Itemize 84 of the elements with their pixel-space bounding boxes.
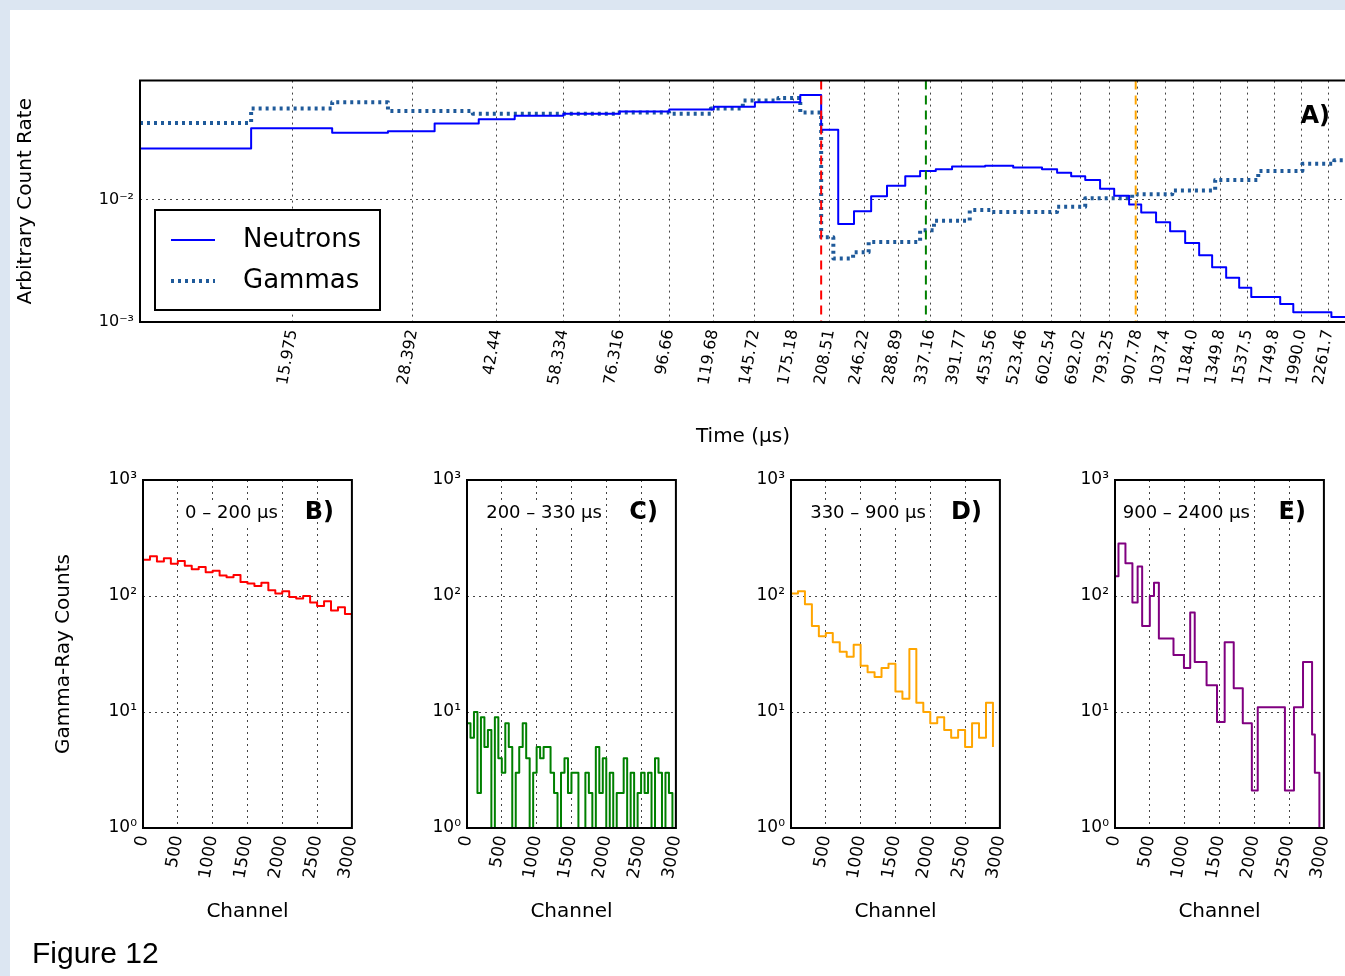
- x-axis-title: Channel: [854, 898, 937, 923]
- x-tick-label: 2000: [1235, 833, 1263, 880]
- caption: Figure 12: [32, 936, 159, 970]
- x-tick-label: 175.18: [773, 327, 802, 387]
- y-tick-label: 10³: [432, 468, 461, 489]
- x-tick-label: 246.22: [844, 327, 873, 387]
- x-tick-label: 500: [484, 833, 511, 870]
- x-axis-title: Channel: [530, 898, 613, 923]
- x-tick-label: 1000: [193, 833, 221, 880]
- x-tick-label: 337.16: [909, 327, 939, 387]
- annotation: C): [629, 497, 658, 526]
- x-tick-label: 1990.0: [1281, 327, 1310, 387]
- x-tick-label: 1349.8: [1200, 327, 1229, 387]
- x-tick-label: 96.66: [650, 327, 678, 377]
- annotation: 0 – 200 μs: [185, 500, 278, 522]
- x-tick-label: 2500: [622, 833, 650, 880]
- x-tick-label: 391.77: [941, 327, 970, 387]
- x-tick-label: 602.54: [1031, 327, 1060, 387]
- x-tick-label: 1749.8: [1254, 327, 1283, 387]
- y-axis-title: Gamma-Ray Counts: [50, 554, 75, 754]
- y-tick-label: 10²: [1080, 584, 1109, 605]
- x-tick-label: 3000: [980, 833, 1009, 880]
- annotation: B): [304, 497, 334, 526]
- x-tick-label: 500: [808, 833, 835, 870]
- x-tick-label: 2261.7: [1308, 327, 1337, 387]
- y-tick-label: 10¹: [756, 700, 785, 721]
- x-tick-label: 793.25: [1088, 327, 1118, 387]
- x-tick-label: 1500: [876, 833, 904, 880]
- x-tick-label: 2000: [911, 833, 939, 880]
- x-tick-label: 1500: [552, 833, 580, 880]
- x-tick-label: 1000: [841, 833, 869, 880]
- x-axis-title: Channel: [206, 898, 289, 923]
- annotation: 330 – 900 μs: [810, 500, 926, 522]
- x-tick-label: 288.89: [877, 327, 907, 387]
- annotation: A): [1300, 100, 1330, 129]
- x-tick-label: 208.51: [809, 327, 838, 387]
- annotation: 200 – 330 μs: [486, 500, 602, 522]
- y-tick-label: 10²: [432, 584, 461, 605]
- legend-label: Gammas: [243, 263, 360, 294]
- x-tick-label: 3000: [656, 833, 685, 880]
- y-axis-title: Arbitrary Count Rate: [12, 98, 37, 305]
- x-tick-label: 2000: [587, 833, 615, 880]
- annotation: E): [1278, 497, 1306, 526]
- y-tick-label: 10¹: [432, 700, 461, 721]
- x-tick-label: 15.975: [272, 327, 301, 387]
- y-tick-label: 10³: [108, 468, 137, 489]
- x-tick-label: 119.68: [693, 327, 722, 387]
- x-tick-label: 523.46: [1001, 327, 1031, 387]
- x-tick-label: 145.72: [734, 327, 763, 387]
- x-tick-label: 2000: [263, 833, 291, 880]
- annotation: 900 – 2400 μs: [1122, 500, 1250, 522]
- x-tick-label: 3000: [1304, 833, 1333, 880]
- annotation: D): [951, 497, 982, 526]
- x-tick-label: 1037.4: [1145, 327, 1174, 387]
- x-tick-label: 1184.0: [1172, 327, 1202, 387]
- x-tick-label: 907.78: [1117, 327, 1146, 387]
- x-tick-label: 1500: [228, 833, 256, 880]
- y-tick-label: 10²: [108, 584, 137, 605]
- x-tick-label: 2500: [1270, 833, 1298, 880]
- y-tick-label: 10³: [1080, 468, 1109, 489]
- x-tick-label: 42.44: [478, 327, 505, 377]
- x-tick-label: 500: [1132, 833, 1159, 870]
- x-tick-label: 500: [160, 833, 187, 870]
- x-tick-label: 3000: [332, 833, 361, 880]
- x-tick-label: 1537.5: [1227, 327, 1256, 387]
- x-tick-label: 1000: [1165, 833, 1193, 880]
- x-tick-label: 1500: [1200, 833, 1228, 880]
- x-tick-label: 28.392: [392, 327, 421, 387]
- y-tick-label: 10⁻²: [98, 188, 134, 208]
- x-tick-label: 2500: [298, 833, 326, 880]
- x-tick-label: 453.56: [972, 327, 1001, 387]
- x-tick-label: 76.316: [599, 327, 628, 387]
- y-tick-label: 10⁻³: [98, 311, 134, 331]
- x-tick-label: 692.02: [1060, 327, 1089, 387]
- x-tick-label: 1000: [517, 833, 545, 880]
- y-tick-label: 10¹: [108, 700, 137, 721]
- y-tick-label: 10¹: [1080, 700, 1109, 721]
- x-tick-label: 2500: [946, 833, 974, 880]
- y-tick-label: 10³: [756, 468, 785, 489]
- legend-label: Neutrons: [243, 222, 362, 253]
- y-tick-label: 10²: [756, 584, 785, 605]
- x-axis-title: Time (μs): [694, 423, 791, 448]
- x-tick-label: 58.334: [543, 327, 572, 387]
- x-axis-title: Channel: [1178, 898, 1261, 923]
